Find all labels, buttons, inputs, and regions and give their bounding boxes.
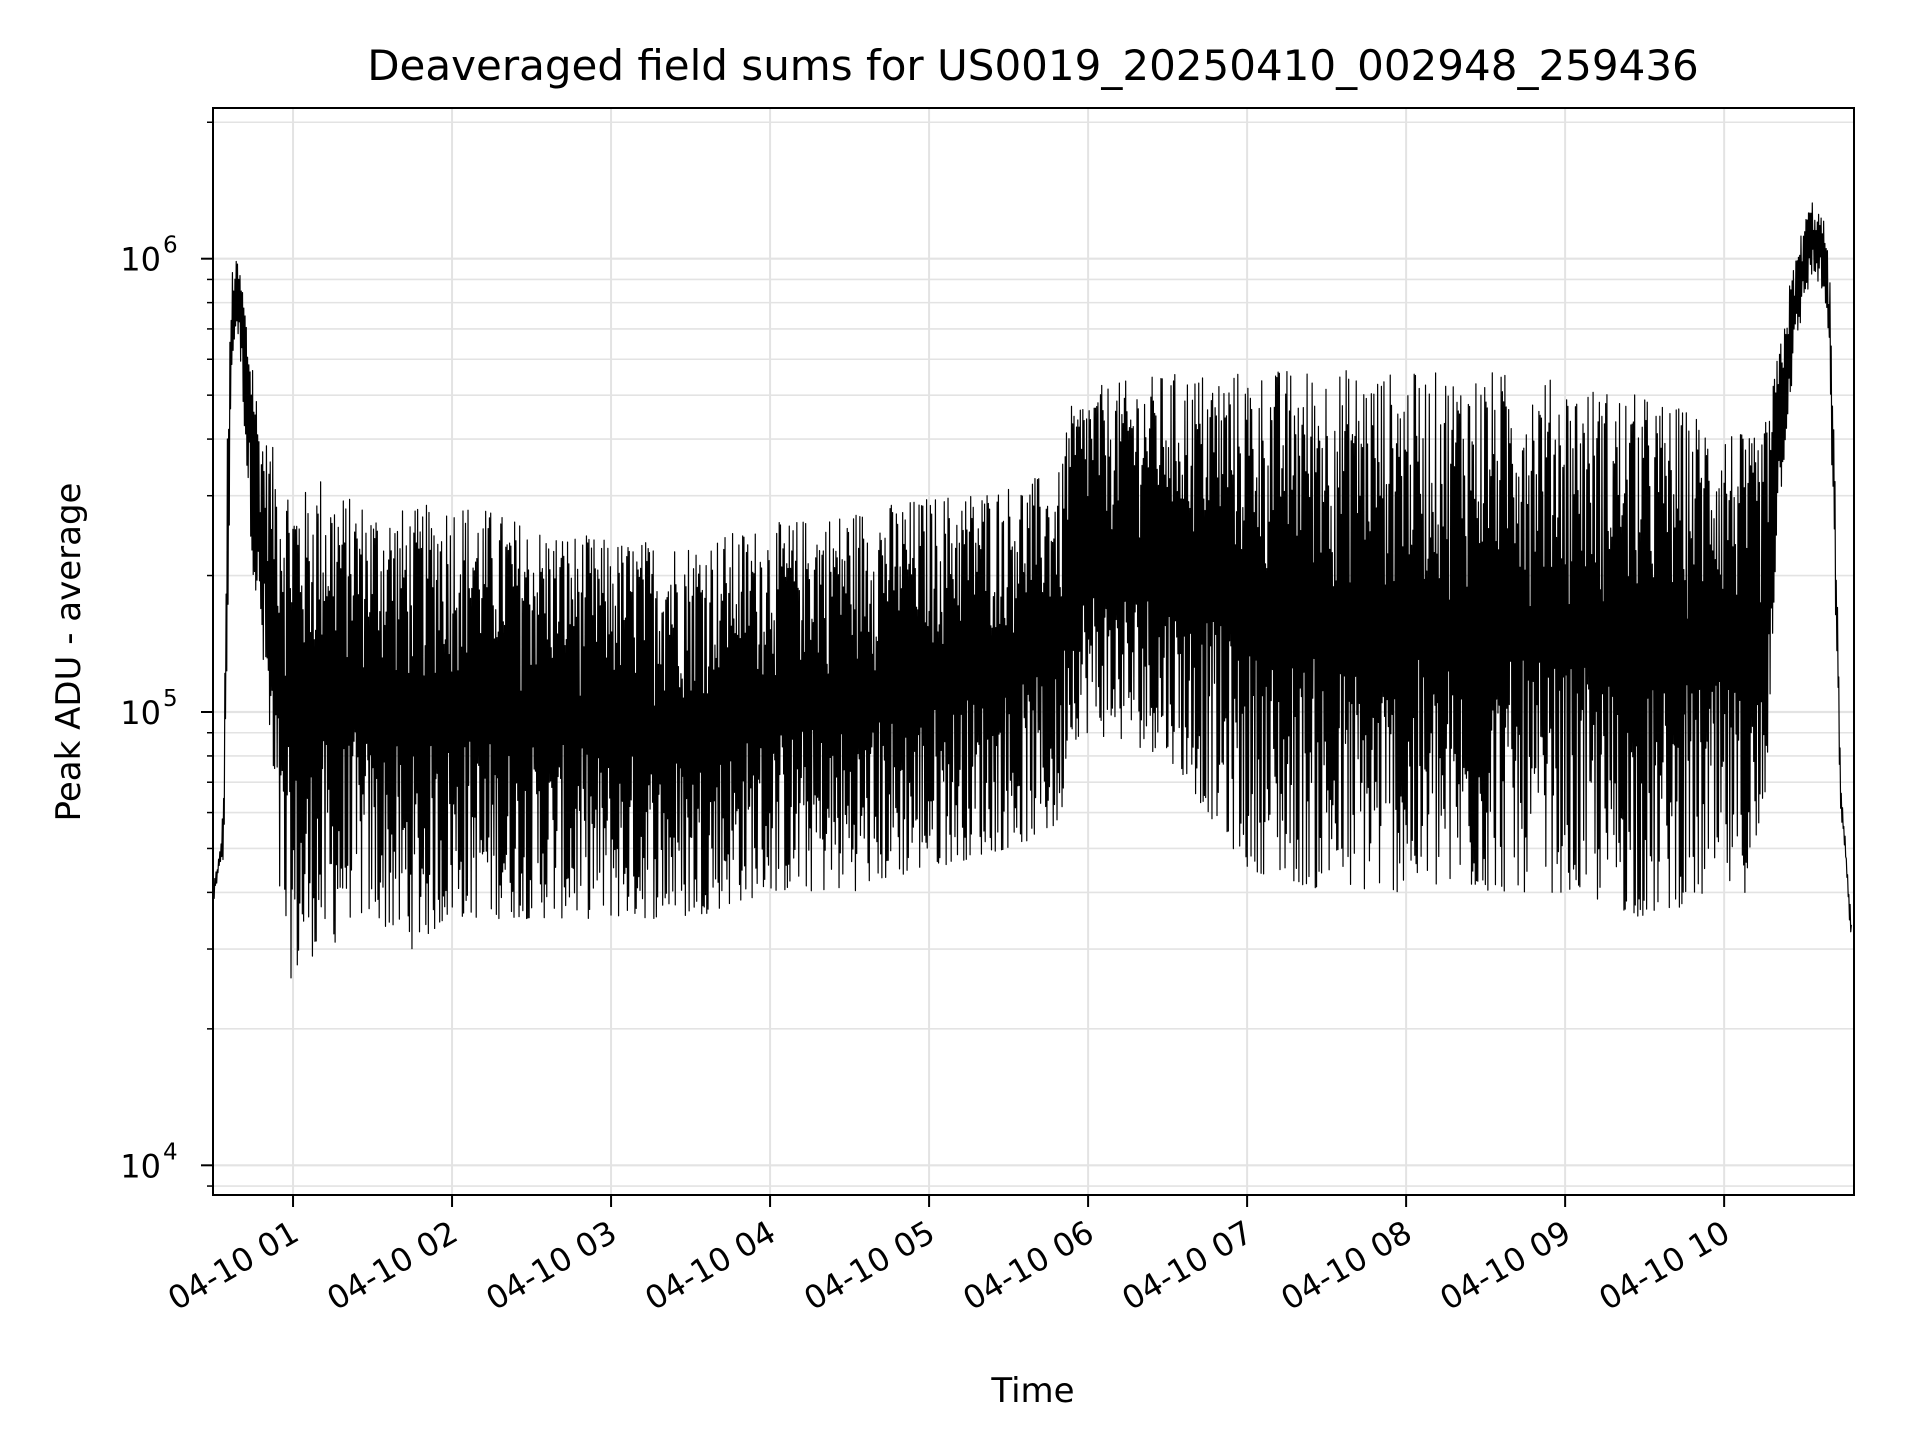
y-tick-label: 10 (120, 1147, 161, 1185)
x-tick-label: 04-10 01 (161, 1213, 305, 1318)
x-tick-label: 04-10 04 (638, 1213, 782, 1318)
data-series (212, 202, 1852, 979)
plot-frame (212, 107, 1855, 1196)
x-axis-ticks: 04-10 01 04-10 02 04-10 03 04-10 04 04-10 05… (161, 1195, 1736, 1318)
x-tick-label: 04-10 06 (956, 1213, 1100, 1318)
y-tick-label-exponent: 4 (163, 1139, 178, 1165)
x-tick-label: 04-10 02 (320, 1213, 464, 1318)
series-line (212, 202, 1852, 979)
x-axis-label: Time (990, 1371, 1074, 1411)
y-axis-label: Peak ADU - average (49, 483, 89, 822)
x-tick-label: 04-10 05 (797, 1213, 941, 1318)
x-tick-label: 04-10 10 (1593, 1213, 1737, 1318)
y-tick-label-exponent: 5 (163, 686, 178, 712)
x-tick-label: 04-10 03 (479, 1213, 623, 1318)
x-tick-label: 04-10 07 (1116, 1213, 1260, 1318)
y-tick-label: 10 (120, 241, 161, 279)
chart-title: Deaveraged field sums for US0019_2025041… (367, 41, 1699, 90)
y-tick-label-exponent: 6 (163, 233, 178, 259)
x-tick-label: 04-10 09 (1434, 1213, 1578, 1318)
x-tick-label: 04-10 08 (1275, 1213, 1419, 1318)
y-tick-label: 10 (120, 694, 161, 732)
